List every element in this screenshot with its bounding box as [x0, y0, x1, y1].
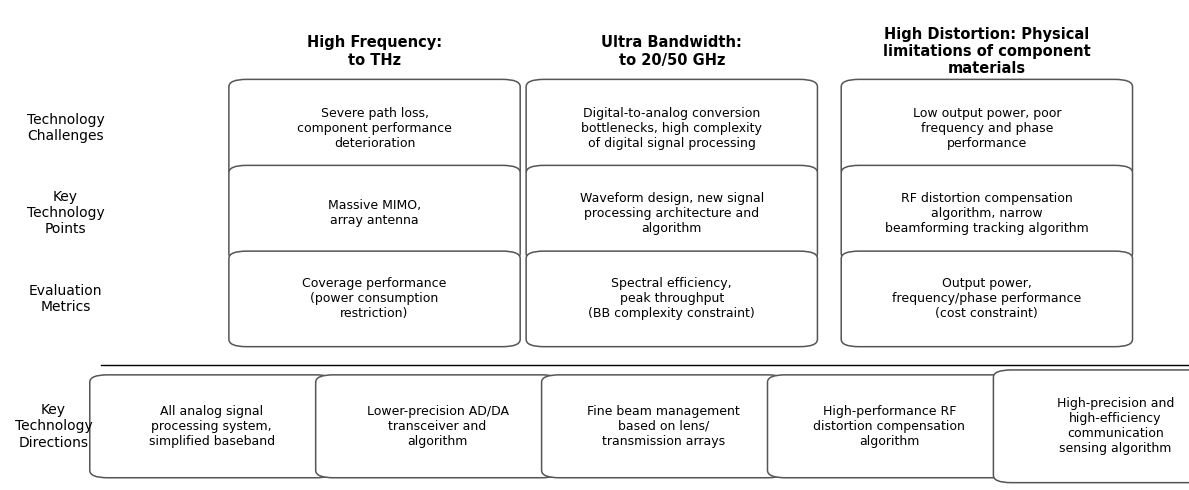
Text: Key
Technology
Directions: Key Technology Directions [14, 403, 93, 449]
FancyBboxPatch shape [315, 375, 559, 478]
FancyBboxPatch shape [993, 370, 1189, 483]
FancyBboxPatch shape [228, 166, 521, 261]
FancyBboxPatch shape [228, 251, 521, 347]
FancyBboxPatch shape [526, 79, 818, 177]
Text: Digital-to-analog conversion
bottlenecks, high complexity
of digital signal proc: Digital-to-analog conversion bottlenecks… [581, 107, 762, 150]
Text: Fine beam management
based on lens/
transmission arrays: Fine beam management based on lens/ tran… [587, 405, 740, 448]
Text: Lower-precision AD/DA
transceiver and
algorithm: Lower-precision AD/DA transceiver and al… [366, 405, 509, 448]
FancyBboxPatch shape [542, 375, 785, 478]
FancyBboxPatch shape [90, 375, 333, 478]
Text: Output power,
frequency/phase performance
(cost constraint): Output power, frequency/phase performanc… [892, 277, 1082, 320]
Text: High Frequency:
to THz: High Frequency: to THz [307, 35, 442, 68]
FancyBboxPatch shape [841, 79, 1132, 177]
Text: RF distortion compensation
algorithm, narrow
beamforming tracking algorithm: RF distortion compensation algorithm, na… [885, 192, 1089, 235]
Text: Massive MIMO,
array antenna: Massive MIMO, array antenna [328, 199, 421, 227]
FancyBboxPatch shape [768, 375, 1011, 478]
FancyBboxPatch shape [526, 251, 818, 347]
FancyBboxPatch shape [841, 251, 1132, 347]
Text: Severe path loss,
component performance
deterioration: Severe path loss, component performance … [297, 107, 452, 150]
Text: Low output power, poor
frequency and phase
performance: Low output power, poor frequency and pha… [913, 107, 1061, 150]
Text: High-performance RF
distortion compensation
algorithm: High-performance RF distortion compensat… [813, 405, 965, 448]
FancyBboxPatch shape [228, 79, 521, 177]
FancyBboxPatch shape [841, 166, 1132, 261]
Text: Technology
Challenges: Technology Challenges [26, 113, 105, 144]
Text: Spectral efficiency,
peak throughput
(BB complexity constraint): Spectral efficiency, peak throughput (BB… [589, 277, 755, 320]
Text: High Distortion: Physical
limitations of component
materials: High Distortion: Physical limitations of… [883, 26, 1090, 76]
Text: Key
Technology
Points: Key Technology Points [26, 190, 105, 236]
Text: Waveform design, new signal
processing architecture and
algorithm: Waveform design, new signal processing a… [580, 192, 763, 235]
Text: Ultra Bandwidth:
to 20/50 GHz: Ultra Bandwidth: to 20/50 GHz [602, 35, 742, 68]
Text: High-precision and
high-efficiency
communication
sensing algorithm: High-precision and high-efficiency commu… [1057, 397, 1174, 455]
Text: Coverage performance
(power consumption
restriction): Coverage performance (power consumption … [302, 277, 447, 320]
Text: Evaluation
Metrics: Evaluation Metrics [29, 284, 102, 314]
FancyBboxPatch shape [526, 166, 818, 261]
Text: All analog signal
processing system,
simplified baseband: All analog signal processing system, sim… [149, 405, 275, 448]
